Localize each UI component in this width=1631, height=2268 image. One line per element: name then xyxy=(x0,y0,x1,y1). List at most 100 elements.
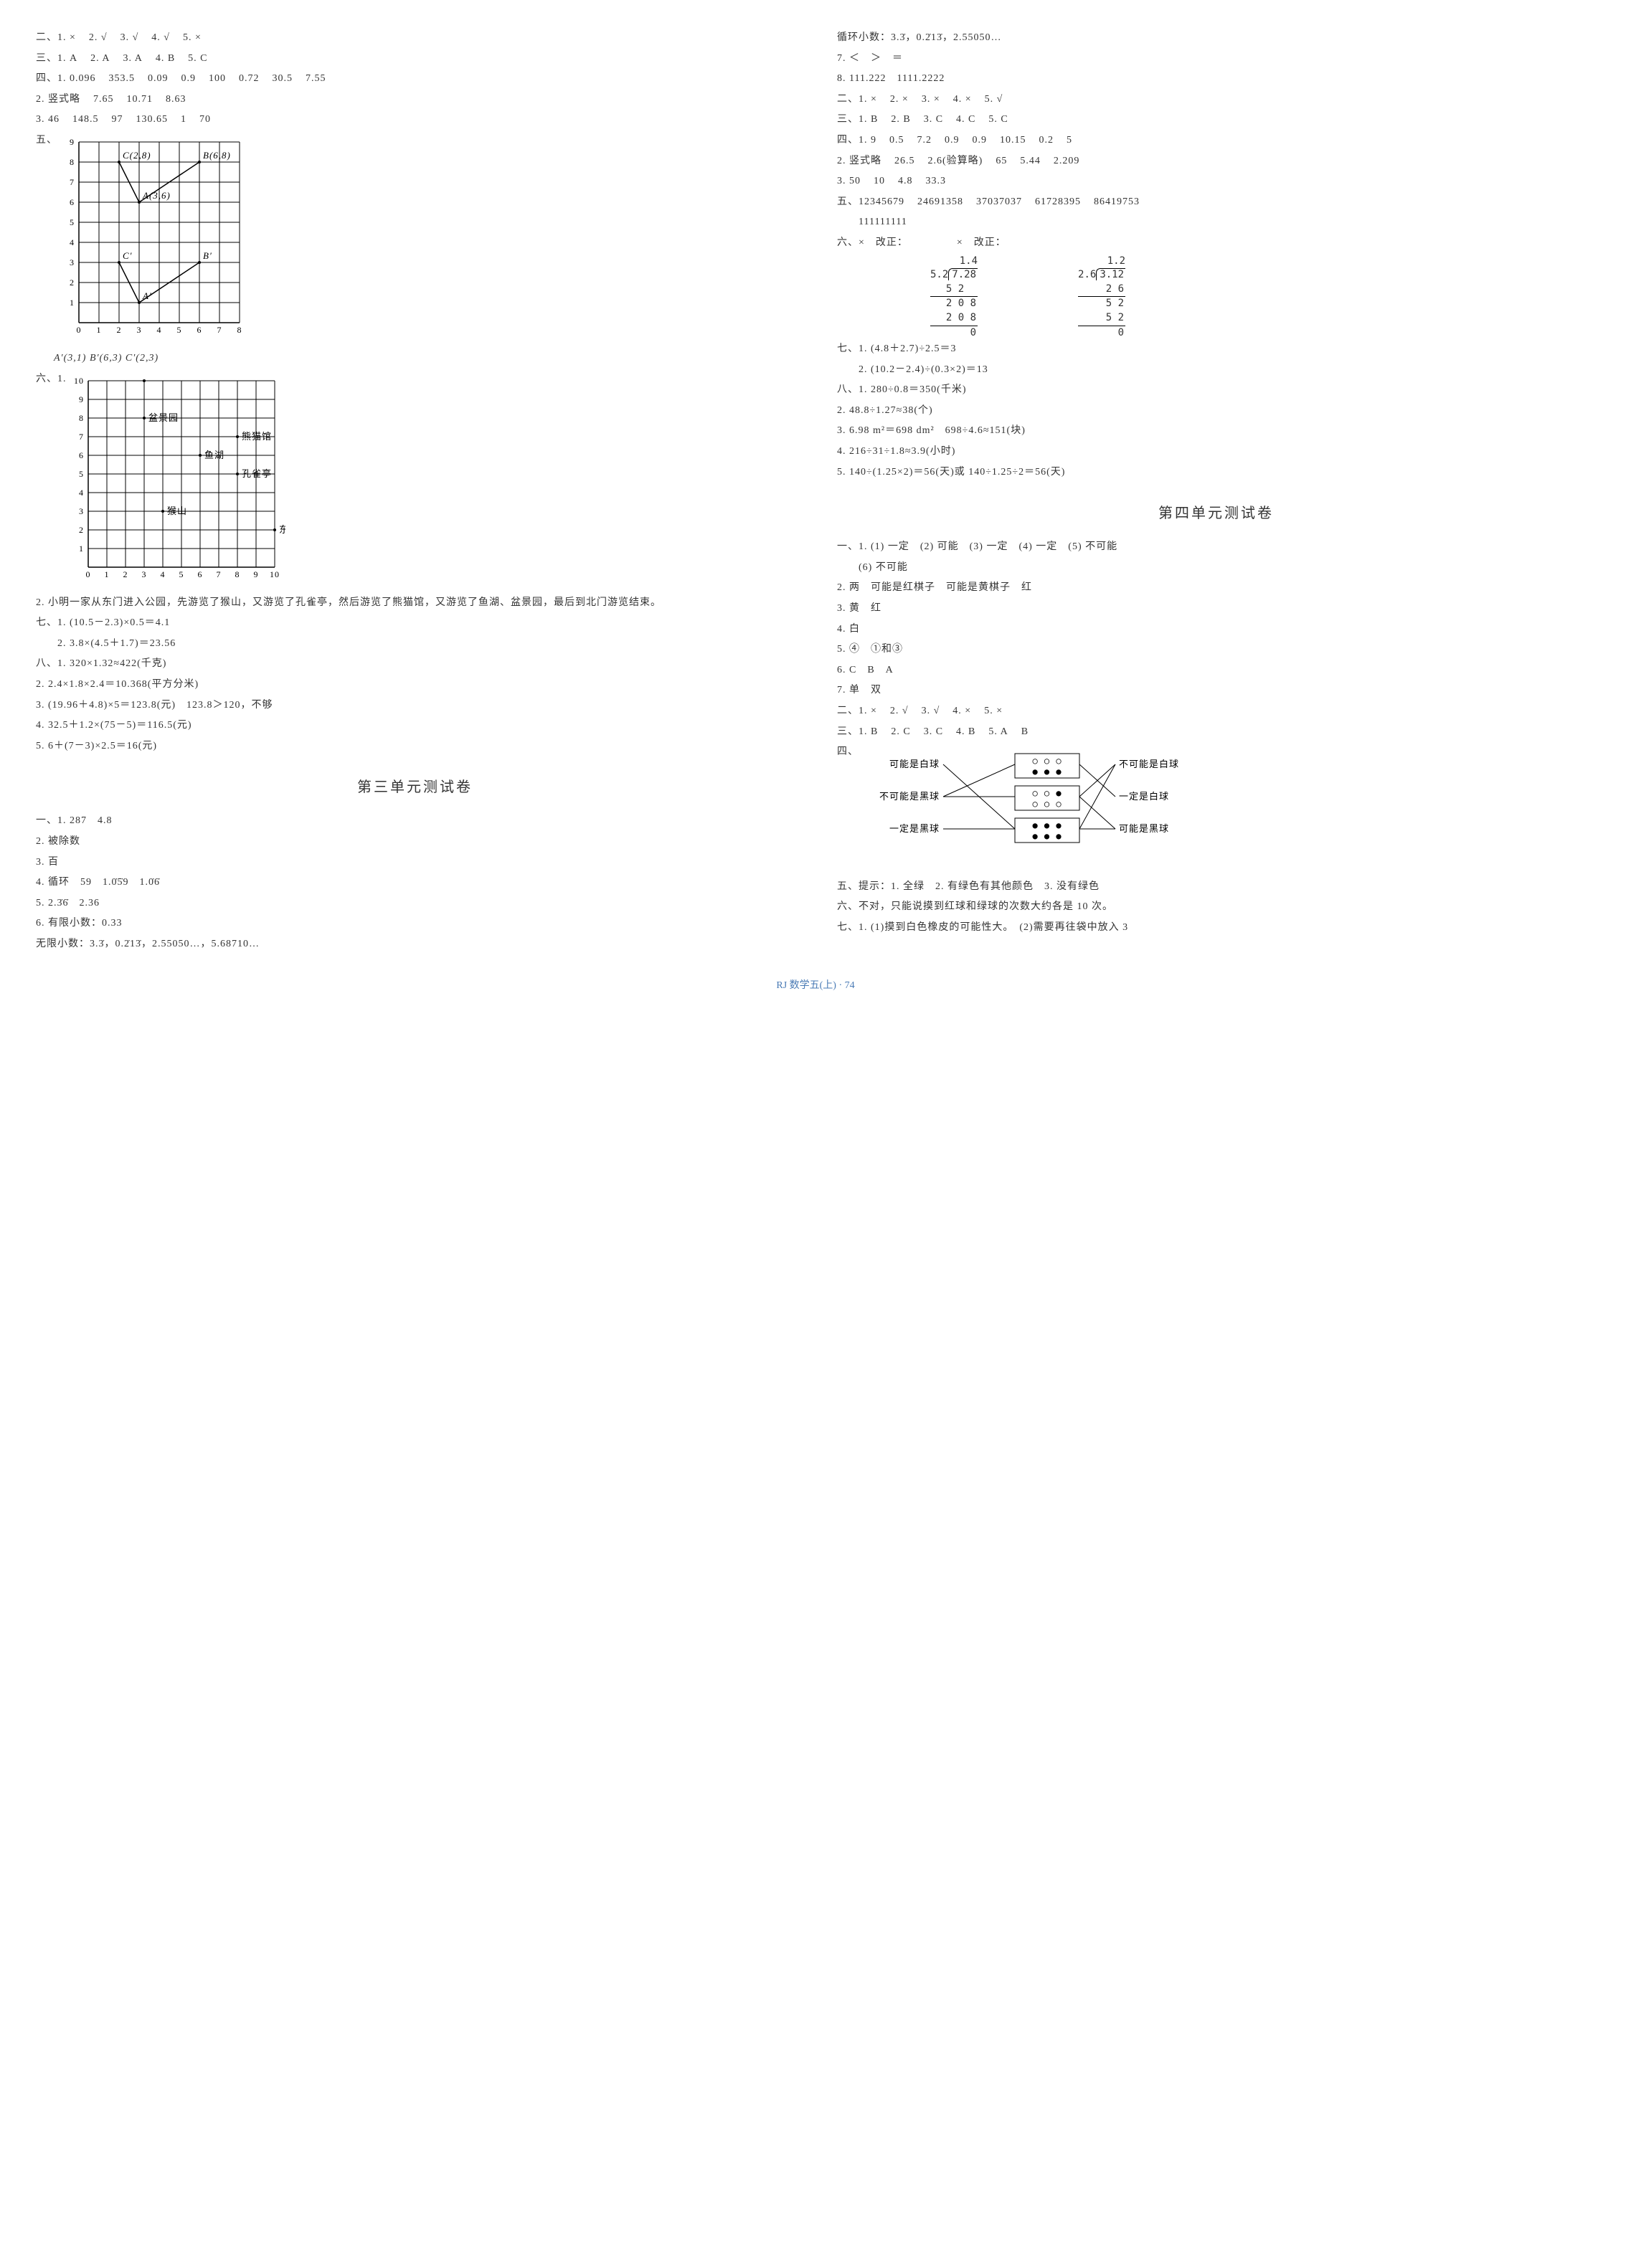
answer-line: 三、1. A2. A3. A4. B5. C xyxy=(36,49,794,69)
answer-line: 二、1. ×2. √3. √4. √5. × xyxy=(36,29,794,48)
answer-text: 3. 6.98 m²＝698 dm² 698÷4.6≈151(块) xyxy=(837,422,1595,441)
svg-text:5: 5 xyxy=(79,469,84,479)
svg-text:A′: A′ xyxy=(142,290,152,301)
answer-line: 三、1. B2. C3. C4. B5. AB xyxy=(837,723,1595,742)
coordinate-chart-1: 012345678123456789C(2,8)B(6,8)A(3,6)C′B′… xyxy=(61,138,250,341)
answer-text: 4. 循环 59 1.0̇5̇9 1.0̇6̇ xyxy=(36,873,794,893)
unit4-title: 第四单元测试卷 xyxy=(837,500,1595,527)
division-corrections: 六、× 改正： × 改正： xyxy=(837,234,1595,253)
answer-line: 2. 竖式略26.52.6(验算略)655.442.209 xyxy=(837,152,1595,171)
svg-text:A(3,6): A(3,6) xyxy=(142,190,171,201)
svg-text:4: 4 xyxy=(157,325,162,335)
svg-text:4: 4 xyxy=(79,488,84,498)
answer-text: 七、1. (4.8＋2.7)÷2.5＝3 xyxy=(837,340,1595,359)
answer-text: 2. 两 可能是红棋子 可能是黄棋子 红 xyxy=(837,579,1595,598)
svg-text:5: 5 xyxy=(179,569,184,579)
answer-line: 3. 46148.597130.65170 xyxy=(36,110,794,130)
svg-text:1: 1 xyxy=(104,569,109,579)
svg-text:4: 4 xyxy=(160,569,165,579)
svg-text:7: 7 xyxy=(216,569,221,579)
long-division-2: 1.22.63.122 65 25 20 xyxy=(1078,255,1125,341)
answer-text: 2. 小明一家从东门进入公园，先游览了猴山，又游览了孔雀亭，然后游览了熊猫馆，又… xyxy=(36,594,794,613)
answer-text: 4. 216÷31÷1.8≈3.9(小时) xyxy=(837,442,1595,462)
svg-text:7: 7 xyxy=(79,432,84,442)
svg-text:鱼湖: 鱼湖 xyxy=(204,450,224,460)
answer-text: 2. (10.2－2.4)÷(0.3×2)＝13 xyxy=(837,361,1595,380)
answer-text: 2. 48.8÷1.27≈38(个) xyxy=(837,402,1595,421)
svg-text:○ ○ ●: ○ ○ ● xyxy=(1032,788,1062,798)
answer-line: 四、1. 90.57.20.90.910.150.25 xyxy=(837,131,1595,151)
page-footer: RJ 数学五(上) · 74 xyxy=(36,977,1595,996)
svg-text:7: 7 xyxy=(217,325,222,335)
svg-text:不可能是黑球: 不可能是黑球 xyxy=(879,791,940,802)
svg-text:2: 2 xyxy=(117,325,122,335)
answer-text: 5. ④ ①和③ xyxy=(837,640,1595,660)
svg-text:猴山: 猴山 xyxy=(167,506,187,516)
svg-text:● ● ●: ● ● ● xyxy=(1032,767,1062,777)
answer-text: (6) 不可能 xyxy=(837,559,1595,578)
svg-text:B′: B′ xyxy=(203,250,212,261)
svg-text:东门: 东门 xyxy=(279,524,285,535)
svg-text:一定是黑球: 一定是黑球 xyxy=(889,823,940,834)
answer-text: 2. 2.4×1.8×2.4＝10.368(平方分米) xyxy=(36,675,794,695)
svg-text:● ● ●: ● ● ● xyxy=(1032,820,1062,830)
svg-text:C′: C′ xyxy=(123,250,133,261)
svg-text:2: 2 xyxy=(79,525,84,535)
section-prefix: 六、1. xyxy=(36,370,67,389)
answer-text: 111111111 xyxy=(837,213,1595,232)
answer-text: 六、不对，只能说摸到红球和绿球的次数大约各是 10 次。 xyxy=(837,898,1595,917)
long-division-1: 1.45.27.285 2 2 0 82 0 80 xyxy=(930,255,978,341)
svg-text:3: 3 xyxy=(70,257,75,267)
svg-text:○ ○ ○: ○ ○ ○ xyxy=(1032,756,1062,766)
svg-text:6: 6 xyxy=(197,569,202,579)
svg-text:3: 3 xyxy=(141,569,146,579)
svg-text:8: 8 xyxy=(237,325,242,335)
svg-text:5: 5 xyxy=(70,217,75,227)
svg-text:9: 9 xyxy=(79,394,84,404)
svg-text:8: 8 xyxy=(79,413,84,423)
svg-text:3: 3 xyxy=(137,325,142,335)
answer-text: 3. (19.96＋4.8)×5＝123.8(元) 123.8＞120，不够 xyxy=(36,696,794,716)
svg-text:○ ○ ○: ○ ○ ○ xyxy=(1032,799,1062,809)
coord-list: A′(3,1) B′(6,3) C′(2,3) xyxy=(54,349,794,369)
svg-text:可能是黑球: 可能是黑球 xyxy=(1119,823,1169,834)
svg-text:10: 10 xyxy=(270,569,280,579)
svg-text:7: 7 xyxy=(70,177,75,187)
svg-text:6: 6 xyxy=(70,197,75,207)
svg-text:2: 2 xyxy=(70,277,75,288)
answer-text: 2. 3.8×(4.5＋1.7)＝23.56 xyxy=(36,635,794,654)
answer-text: 2. 被除数 xyxy=(36,832,794,852)
right-column: 循环小数：3.3̇，0.2̇13̇，2.55050… 7. ＜ ＞ ＝ 8. 1… xyxy=(837,29,1595,955)
answer-text: 一、1. (1) 一定 (2) 可能 (3) 一定 (4) 一定 (5) 不可能 xyxy=(837,538,1595,557)
answer-line: 四、1. 0.096353.50.090.91000.7230.57.55 xyxy=(36,70,794,89)
svg-text:● ● ●: ● ● ● xyxy=(1032,831,1062,841)
svg-text:盆景园: 盆景园 xyxy=(148,412,179,423)
answer-line: 2. 竖式略7.6510.718.63 xyxy=(36,90,794,110)
answer-text: 4. 32.5＋1.2×(75－5)＝116.5(元) xyxy=(36,716,794,736)
svg-text:1: 1 xyxy=(97,325,102,335)
svg-text:0: 0 xyxy=(85,569,90,579)
svg-text:1: 1 xyxy=(70,298,75,308)
svg-text:8: 8 xyxy=(70,157,75,167)
svg-text:9: 9 xyxy=(253,569,258,579)
svg-text:可能是白球: 可能是白球 xyxy=(889,759,940,769)
answer-text: 5. 2.3̇6̇ 2.36 xyxy=(36,894,794,914)
section-prefix: 四、 xyxy=(837,743,859,762)
answer-text: 无限小数：3.3̇，0.2̇13̇，2.55050…，5.68710… xyxy=(36,935,794,954)
answer-line: 3. 50104.833.3 xyxy=(837,172,1595,191)
svg-text:2: 2 xyxy=(123,569,128,579)
answer-line: 二、1. ×2. √3. √4. ×5. × xyxy=(837,702,1595,721)
answer-text: 一、1. 287 4.8 xyxy=(36,812,794,831)
answer-text: 五、提示：1. 全绿 2. 有绿色有其他颜色 3. 没有绿色 xyxy=(837,878,1595,897)
svg-text:4: 4 xyxy=(70,237,75,247)
svg-text:6: 6 xyxy=(79,450,84,460)
svg-text:B(6,8): B(6,8) xyxy=(203,150,231,161)
svg-text:9: 9 xyxy=(70,138,75,147)
answer-text: 3. 黄 红 xyxy=(837,599,1595,619)
svg-text:5: 5 xyxy=(177,325,182,335)
answer-text: 八、1. 280÷0.8＝350(千米) xyxy=(837,381,1595,400)
answer-text: 7. ＜ ＞ ＝ xyxy=(837,49,1595,69)
answer-line: 五、12345679246913583703703761728395864197… xyxy=(837,193,1595,212)
svg-text:不可能是白球: 不可能是白球 xyxy=(1119,759,1179,769)
svg-text:熊猫馆: 熊猫馆 xyxy=(242,431,272,442)
